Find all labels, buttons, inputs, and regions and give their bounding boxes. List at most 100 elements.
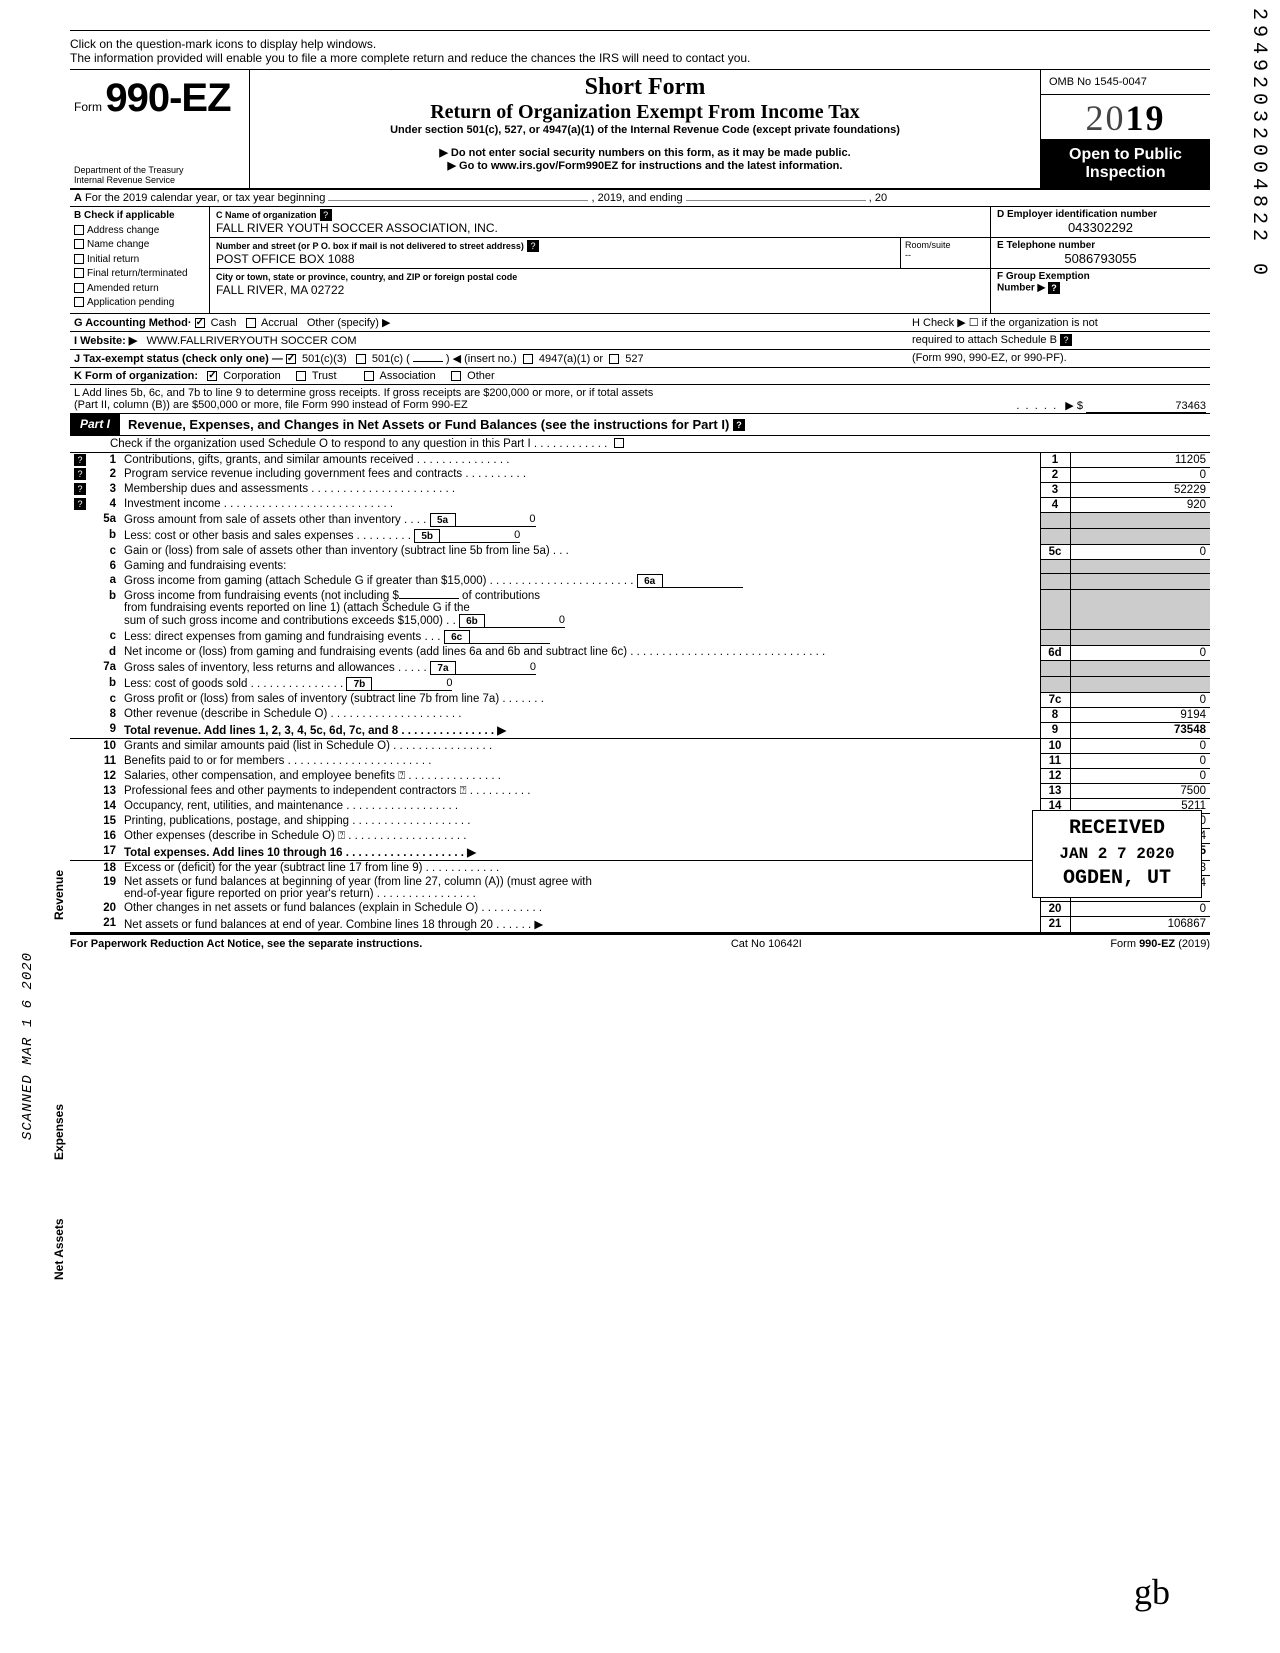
open-line1: Open to Public	[1045, 146, 1206, 164]
chk-accrual[interactable]	[246, 318, 256, 328]
help-icon[interactable]: ?	[527, 240, 539, 252]
amount-value: 73548	[1070, 722, 1210, 739]
chk-name-change[interactable]	[74, 239, 84, 249]
ein-value: 043302292	[997, 220, 1204, 235]
help-icon[interactable]: ?	[1048, 282, 1060, 294]
help-icon[interactable]: ?	[74, 454, 86, 466]
line-desc: Salaries, other compensation, and employ…	[120, 769, 1040, 784]
table-row: 9Total revenue. Add lines 1, 2, 3, 4, 5c…	[70, 722, 1210, 739]
chk-pending[interactable]	[74, 297, 84, 307]
amount-value: 11205	[1070, 453, 1210, 468]
help-icon[interactable]: ?	[733, 419, 745, 431]
amount-value: 0	[1070, 769, 1210, 784]
h-line2: required to attach Schedule B	[912, 334, 1057, 346]
name-label: C Name of organization	[216, 210, 317, 220]
table-row: 8Other revenue (describe in Schedule O) …	[70, 707, 1210, 722]
amount-box-label: 3	[1040, 482, 1070, 497]
table-row: 18Excess or (deficit) for the year (subt…	[70, 860, 1210, 875]
help-icon[interactable]: ?	[74, 498, 86, 510]
amount-box-label	[1040, 676, 1070, 692]
line-number: 10	[90, 739, 120, 754]
chk-initial[interactable]	[74, 254, 84, 264]
line-number: 18	[90, 860, 120, 875]
trust-label: Trust	[312, 370, 337, 382]
opt-name: Name change	[87, 239, 149, 250]
l-text1: L Add lines 5b, 6c, and 7b to line 9 to …	[74, 387, 653, 399]
entity-info: B Check if applicable Address change Nam…	[70, 207, 1210, 314]
amount-box-label: 4	[1040, 497, 1070, 512]
instr-line1: Click on the question-mark icons to disp…	[70, 37, 1210, 51]
amount-box-label: 16	[1040, 829, 1070, 844]
section-b-heading: B Check if applicable	[74, 210, 175, 221]
line-number: 3	[90, 482, 120, 497]
help-icon[interactable]: ?	[74, 483, 86, 495]
table-row: 15Printing, publications, postage, and s…	[70, 814, 1210, 829]
amount-value: 0	[1070, 692, 1210, 707]
dept-irs: Internal Revenue Service	[74, 176, 245, 186]
row-a-text3: , 20	[869, 192, 887, 204]
amount-box-label: 15	[1040, 814, 1070, 829]
open-line2: Inspection	[1045, 164, 1206, 182]
amount-value	[1070, 629, 1210, 645]
chk-cash[interactable]	[195, 318, 205, 328]
return-title: Return of Organization Exempt From Incom…	[258, 101, 1032, 124]
amount-box-label: 20	[1040, 901, 1070, 916]
chk-501c3[interactable]	[286, 354, 296, 364]
row-a-label: A	[74, 192, 82, 204]
amount-box-label	[1040, 559, 1070, 573]
chk-4947[interactable]	[523, 354, 533, 364]
chk-final[interactable]	[74, 268, 84, 278]
instr-line2: The information provided will enable you…	[70, 51, 1210, 65]
chk-schedule-o[interactable]	[614, 438, 624, 448]
row-a-text2: , 2019, and ending	[591, 192, 682, 204]
line-number: 17	[90, 844, 120, 861]
amount-value: 51074	[1070, 829, 1210, 844]
help-icon[interactable]: ?	[1060, 334, 1072, 346]
accrual-label: Accrual	[261, 317, 298, 329]
line-number: 6	[90, 559, 120, 573]
line-number: 2	[90, 467, 120, 482]
table-row: aGross income from gaming (attach Schedu…	[70, 573, 1210, 589]
line-number: c	[90, 544, 120, 559]
part-i-label: Part I	[70, 414, 120, 435]
form-number: Form 990-EZ	[74, 76, 245, 121]
chk-trust[interactable]	[296, 371, 306, 381]
amount-value	[1070, 512, 1210, 528]
help-icon[interactable]: ?	[74, 468, 86, 480]
help-icon[interactable]: ?	[320, 209, 332, 221]
table-row: bLess: cost or other basis and sales exp…	[70, 528, 1210, 544]
chk-other-org[interactable]	[451, 371, 461, 381]
line-desc: Other changes in net assets or fund bala…	[120, 901, 1040, 916]
line-number: 16	[90, 829, 120, 844]
table-row: bLess: cost of goods sold . . . . . . . …	[70, 676, 1210, 692]
corp-label: Corporation	[223, 370, 280, 382]
sub-value: 0	[440, 529, 520, 543]
amount-value: 0	[1070, 901, 1210, 916]
short-form-label: Short Form	[258, 74, 1032, 101]
chk-address-change[interactable]	[74, 225, 84, 235]
chk-assoc[interactable]	[364, 371, 374, 381]
row-a-text1: For the 2019 calendar year, or tax year …	[85, 192, 325, 204]
sub-value	[470, 630, 550, 644]
line-number: 4	[90, 497, 120, 512]
chk-corp[interactable]	[207, 371, 217, 381]
line-desc: Total expenses. Add lines 10 through 16 …	[120, 844, 1040, 861]
table-row: 21Net assets or fund balances at end of …	[70, 916, 1210, 933]
amount-box-label	[1040, 528, 1070, 544]
table-row: 10Grants and similar amounts paid (list …	[70, 739, 1210, 754]
chk-527[interactable]	[609, 354, 619, 364]
row-i-h: I Website: ▶ WWW.FALLRIVERYOUTH SOCCER C…	[70, 332, 1210, 350]
table-row: 14Occupancy, rent, utilities, and mainte…	[70, 799, 1210, 814]
line-number: 19	[90, 875, 120, 901]
table-row: 19Net assets or fund balances at beginni…	[70, 875, 1210, 901]
line-number: 21	[90, 916, 120, 933]
chk-501c[interactable]	[356, 354, 366, 364]
sub-value: 0	[485, 614, 565, 628]
line-number: d	[90, 645, 120, 660]
group-label: F Group Exemption	[997, 271, 1090, 282]
insert-no: ) ◀ (insert no.)	[446, 353, 517, 365]
phone-label: E Telephone number	[997, 240, 1204, 251]
amount-box-label	[1040, 589, 1070, 629]
goto-link: ▶ Go to www.irs.gov/Form990EZ for instru…	[258, 159, 1032, 172]
chk-amended[interactable]	[74, 283, 84, 293]
